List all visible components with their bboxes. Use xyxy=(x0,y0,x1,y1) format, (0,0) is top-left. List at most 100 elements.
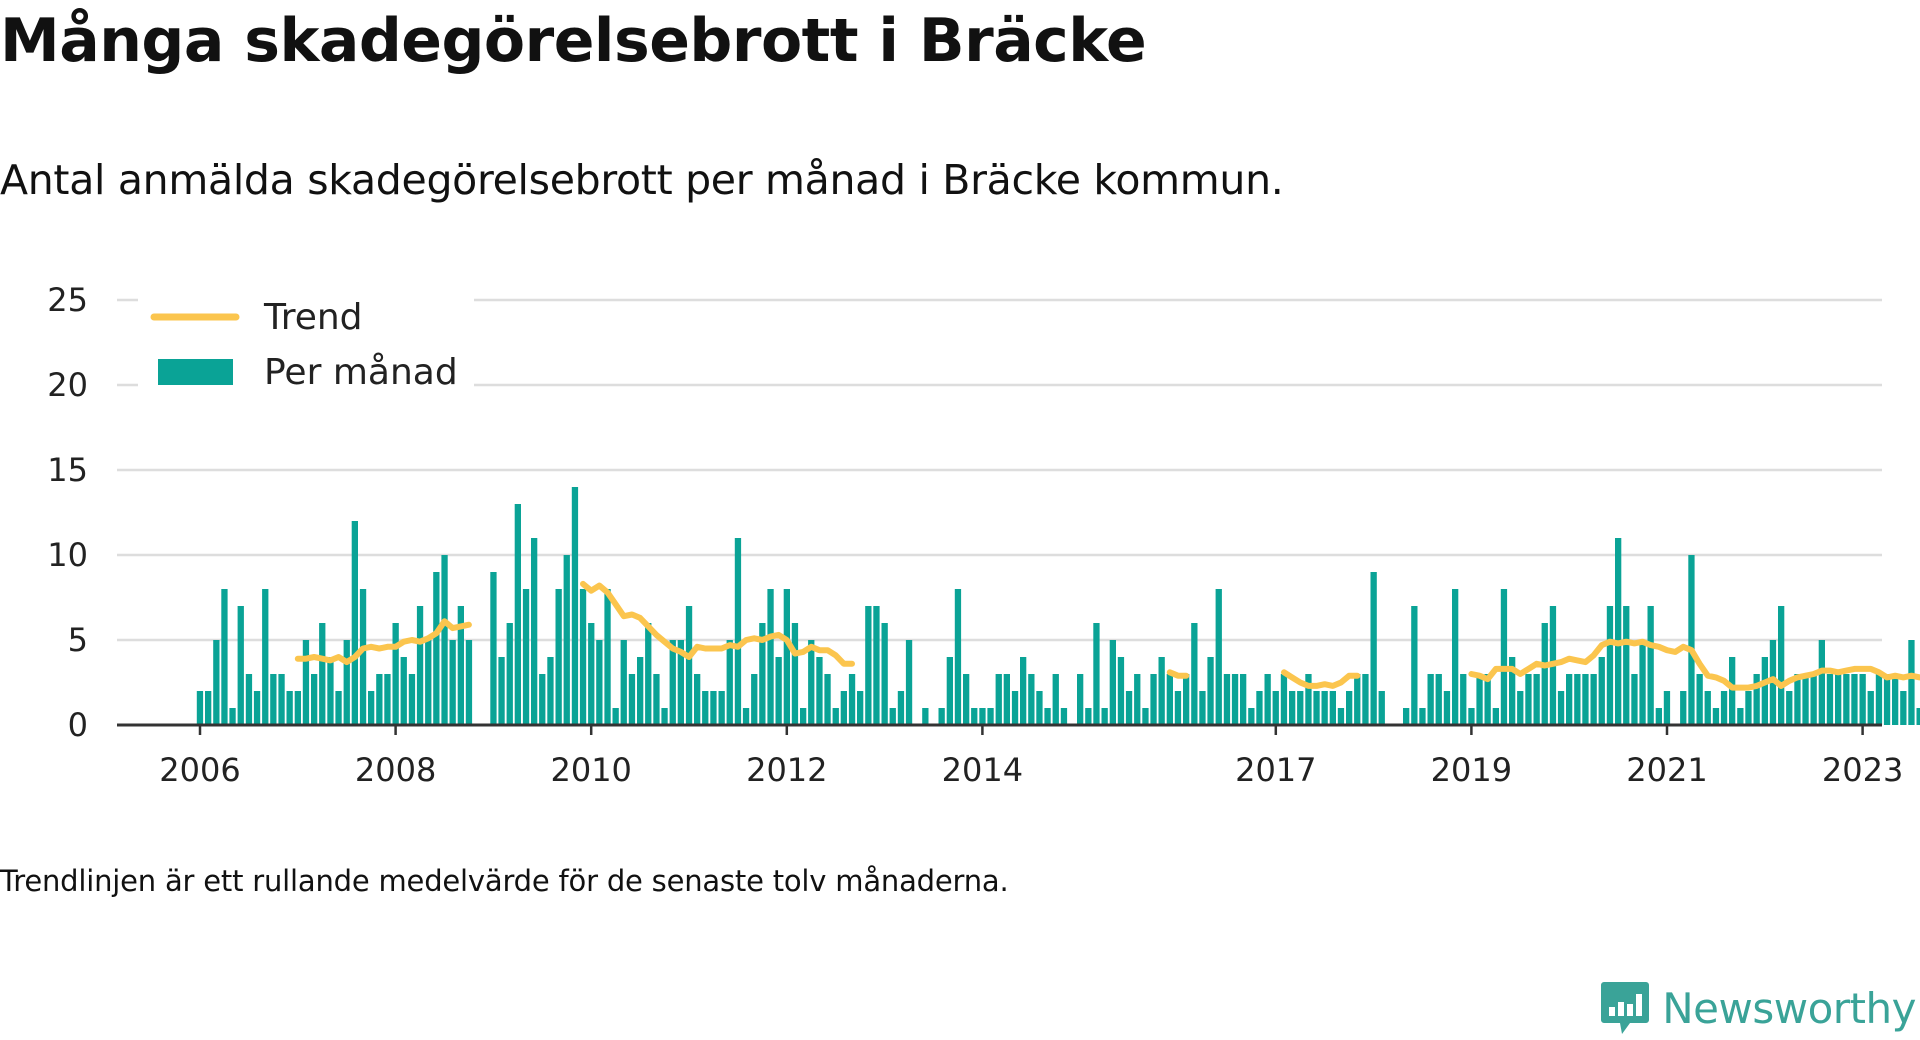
bar xyxy=(1329,691,1336,725)
chart-title: Många skadegörelsebrott i Bräcke xyxy=(0,6,1147,76)
bar xyxy=(408,674,416,725)
bar xyxy=(286,691,293,725)
bar xyxy=(783,589,790,725)
bar xyxy=(1802,674,1809,725)
bar xyxy=(449,640,456,725)
bar xyxy=(1419,708,1426,725)
bar xyxy=(1060,708,1068,725)
bar xyxy=(253,691,261,725)
bar xyxy=(205,691,212,725)
bar xyxy=(376,674,383,725)
y-tick-label: 0 xyxy=(68,706,88,744)
bar xyxy=(1476,674,1483,725)
bar xyxy=(1280,674,1288,725)
bar xyxy=(653,674,660,725)
bar xyxy=(1492,708,1499,725)
bar xyxy=(1737,708,1744,725)
bar xyxy=(579,589,587,725)
bar xyxy=(840,691,847,725)
bar xyxy=(1207,657,1214,725)
bar xyxy=(1843,674,1850,725)
bar xyxy=(262,589,269,725)
bar xyxy=(1191,623,1198,725)
bar xyxy=(685,606,693,725)
bar xyxy=(229,708,236,725)
bar xyxy=(751,674,758,725)
bar xyxy=(1566,674,1573,725)
bar xyxy=(1761,657,1768,725)
bar xyxy=(1362,674,1369,725)
bar xyxy=(1134,674,1141,725)
bar xyxy=(1460,674,1467,725)
bar xyxy=(547,657,554,725)
trend-series xyxy=(294,580,1920,691)
bar xyxy=(946,657,953,725)
bar xyxy=(1411,606,1418,725)
bar xyxy=(1452,589,1459,725)
x-tick-label: 2023 xyxy=(1822,751,1903,789)
bar xyxy=(1720,691,1728,725)
bar xyxy=(979,708,986,725)
y-tick-label: 5 xyxy=(68,621,88,659)
bar xyxy=(359,589,367,725)
chart-subtitle: Antal anmälda skadegörelsebrott per måna… xyxy=(0,156,1284,204)
bar xyxy=(865,606,872,725)
bar xyxy=(1517,691,1524,725)
x-tick-label: 2010 xyxy=(550,751,631,789)
bar xyxy=(1606,606,1614,725)
bar xyxy=(1036,691,1043,725)
bar xyxy=(278,674,285,725)
bar xyxy=(1867,691,1874,725)
bar xyxy=(987,708,994,725)
bar xyxy=(1647,606,1654,725)
bar xyxy=(294,691,301,725)
footnote: Trendlinjen är ett rullande medelvärde f… xyxy=(0,864,1009,898)
bar xyxy=(1835,674,1842,725)
bar xyxy=(1003,674,1010,725)
bar xyxy=(726,640,733,725)
bar xyxy=(588,623,595,725)
bar xyxy=(1158,657,1165,725)
bar xyxy=(302,640,310,725)
bar xyxy=(1704,691,1711,725)
bar xyxy=(1875,674,1883,725)
bar xyxy=(457,606,464,725)
trend-line-segment xyxy=(294,618,472,666)
x-tick-label: 2019 xyxy=(1431,751,1512,789)
bar xyxy=(343,640,350,725)
bar xyxy=(270,674,277,725)
bar xyxy=(1101,708,1108,725)
brand-logo[interactable]: Newsworthy xyxy=(1600,980,1916,1036)
bar xyxy=(848,674,856,725)
bar xyxy=(1541,623,1548,725)
bar xyxy=(824,674,831,725)
bar xyxy=(555,589,562,725)
bar xyxy=(1582,674,1589,725)
bar xyxy=(1484,674,1491,725)
bar xyxy=(1240,674,1247,725)
bar xyxy=(645,623,652,725)
bar xyxy=(563,555,570,725)
bar xyxy=(400,657,407,725)
x-tick-label: 2021 xyxy=(1626,751,1707,789)
bar xyxy=(1117,657,1125,725)
bar xyxy=(596,640,603,725)
bar xyxy=(1085,708,1092,725)
bar xyxy=(1427,674,1434,725)
bar xyxy=(816,657,823,725)
bar xyxy=(1810,674,1817,725)
bar xyxy=(1778,606,1785,725)
bar xyxy=(506,623,513,725)
legend-trend-label: Trend xyxy=(263,297,363,338)
bar xyxy=(1256,691,1263,725)
bar xyxy=(1623,606,1630,725)
bar xyxy=(1231,674,1239,725)
bar xyxy=(237,606,244,725)
bar xyxy=(775,657,782,725)
trend-line-segment xyxy=(580,580,855,667)
bar xyxy=(1305,674,1312,725)
bar xyxy=(1729,657,1736,725)
chart: 0 5 10 15 20 25 2006 2008 2010 2012 2014 2017 2019 2… xyxy=(47,281,1920,789)
bar xyxy=(1321,691,1328,725)
y-tick-label: 20 xyxy=(47,366,88,404)
